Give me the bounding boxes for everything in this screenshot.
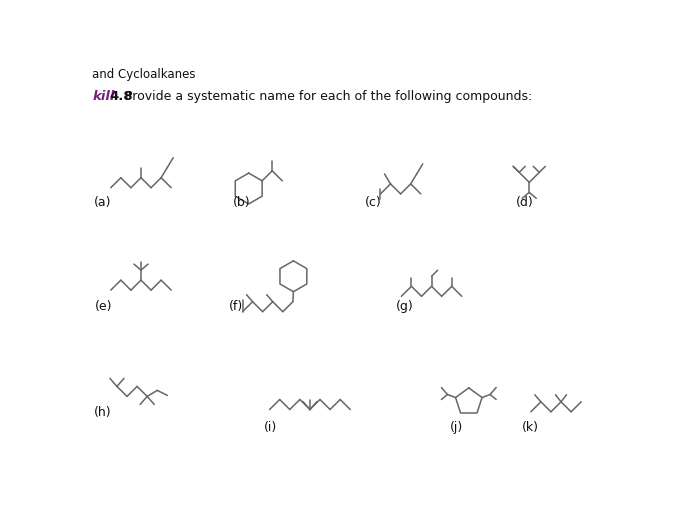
Text: and Cycloalkanes: and Cycloalkanes [92,68,196,81]
Text: (c): (c) [365,196,382,209]
Text: (a): (a) [94,196,111,209]
Text: (d): (d) [516,196,534,209]
Text: (g): (g) [396,300,414,313]
Text: (h): (h) [94,406,111,418]
Text: (i): (i) [264,421,277,434]
Text: (f): (f) [230,300,244,313]
Text: 4.8: 4.8 [109,90,133,103]
Text: (e): (e) [95,300,113,313]
Text: (k): (k) [522,421,538,434]
Text: (b): (b) [232,196,250,209]
Text: kill: kill [92,90,115,103]
Text: (j): (j) [449,421,463,434]
Text: Provide a systematic name for each of the following compounds:: Provide a systematic name for each of th… [125,90,532,103]
